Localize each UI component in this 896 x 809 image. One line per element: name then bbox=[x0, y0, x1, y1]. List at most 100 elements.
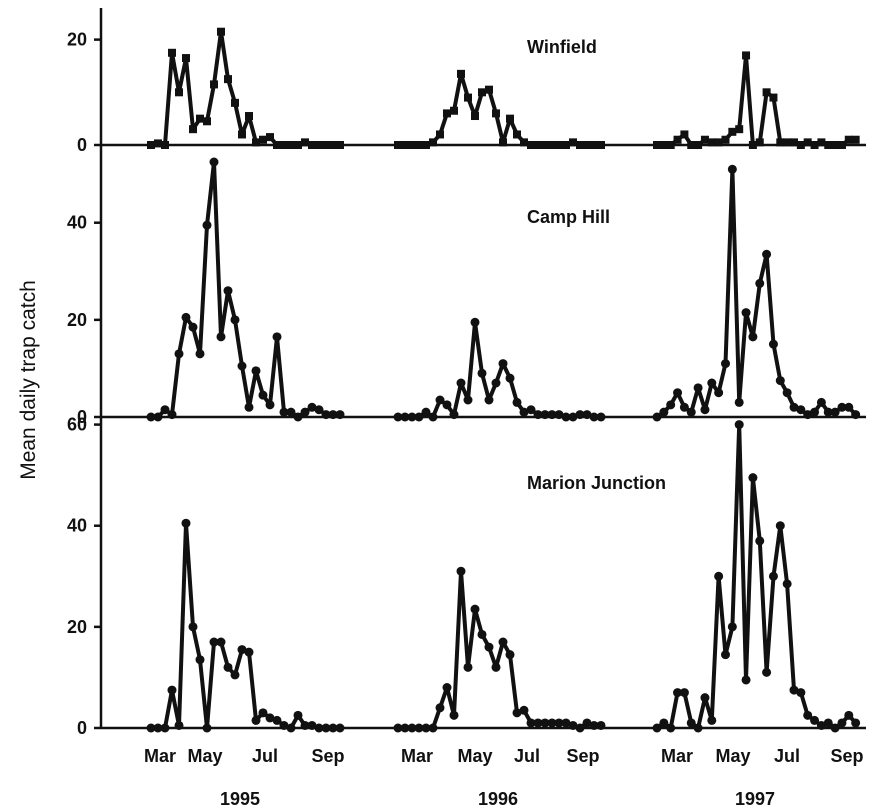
x-axis-labels: Mar May Jul Sep 1995 Mar May Jul Sep 1996 Mar May Ju… bbox=[144, 746, 864, 809]
data-point bbox=[181, 518, 191, 528]
data-point bbox=[470, 317, 480, 327]
data-point bbox=[700, 693, 710, 703]
data-point bbox=[414, 723, 424, 733]
data-point bbox=[435, 703, 445, 713]
data-point bbox=[589, 720, 599, 730]
data-point bbox=[181, 312, 191, 322]
panel-title: Marion Junction bbox=[527, 473, 666, 493]
x-tick-label: Mar bbox=[661, 746, 693, 766]
data-point bbox=[456, 378, 466, 388]
data-point bbox=[810, 715, 820, 725]
data-point bbox=[562, 141, 570, 149]
data-point bbox=[463, 395, 473, 405]
data-point bbox=[707, 715, 717, 725]
panel-camp-hill: 0 20 40 Camp Hill bbox=[67, 157, 866, 427]
data-point bbox=[237, 645, 247, 655]
data-point bbox=[314, 723, 324, 733]
data-point bbox=[789, 402, 799, 412]
data-point bbox=[830, 723, 840, 733]
data-point bbox=[280, 141, 288, 149]
data-point bbox=[336, 141, 344, 149]
data-point bbox=[314, 405, 324, 415]
x-tick-label: May bbox=[187, 746, 222, 766]
data-point bbox=[596, 412, 606, 422]
data-point bbox=[762, 249, 772, 259]
data-point bbox=[237, 361, 247, 371]
data-point bbox=[768, 571, 778, 581]
data-point bbox=[700, 135, 709, 144]
data-point bbox=[506, 114, 514, 123]
data-point bbox=[748, 141, 757, 149]
data-point bbox=[596, 720, 606, 730]
data-point bbox=[259, 135, 267, 144]
data-point bbox=[286, 407, 296, 417]
data-point bbox=[394, 141, 402, 149]
y-tick-label: 0 bbox=[77, 718, 87, 738]
data-point bbox=[464, 93, 472, 102]
data-point bbox=[450, 106, 458, 115]
data-point bbox=[659, 407, 669, 417]
data-point bbox=[823, 718, 833, 728]
data-point bbox=[810, 407, 820, 417]
data-point bbox=[694, 141, 703, 149]
data-point bbox=[783, 138, 792, 147]
data-point bbox=[279, 407, 289, 417]
data-point bbox=[477, 368, 487, 378]
y-axis-label: Mean daily trap catch bbox=[17, 280, 40, 480]
data-point bbox=[659, 718, 669, 728]
data-point bbox=[189, 125, 197, 134]
panel-title: Camp Hill bbox=[527, 207, 610, 227]
data-point bbox=[175, 88, 183, 97]
data-point bbox=[421, 723, 431, 733]
data-point bbox=[286, 723, 296, 733]
data-point bbox=[816, 720, 826, 730]
data-point bbox=[803, 138, 812, 147]
data-point bbox=[329, 141, 337, 149]
data-point bbox=[244, 647, 254, 657]
data-point bbox=[782, 579, 792, 589]
data-point bbox=[844, 135, 853, 144]
data-point bbox=[153, 723, 163, 733]
series-line bbox=[151, 160, 340, 419]
series-1995 bbox=[146, 157, 345, 422]
data-point bbox=[652, 723, 662, 733]
data-point bbox=[484, 642, 494, 652]
data-point bbox=[258, 390, 268, 400]
data-point bbox=[265, 713, 275, 723]
data-point bbox=[258, 708, 268, 718]
data-point bbox=[287, 141, 295, 149]
data-point bbox=[653, 141, 661, 149]
data-point bbox=[590, 141, 598, 149]
data-point bbox=[245, 112, 253, 121]
data-point bbox=[202, 723, 212, 733]
data-point bbox=[231, 98, 239, 107]
data-point bbox=[265, 400, 275, 410]
data-point bbox=[666, 723, 676, 733]
data-point bbox=[755, 278, 765, 288]
data-point bbox=[576, 141, 584, 149]
data-point bbox=[727, 164, 737, 174]
data-point bbox=[734, 397, 744, 407]
data-point bbox=[307, 402, 317, 412]
data-point bbox=[223, 286, 233, 296]
data-point bbox=[456, 566, 466, 576]
data-point bbox=[742, 51, 751, 60]
data-point bbox=[146, 723, 156, 733]
data-point bbox=[534, 141, 542, 149]
data-point bbox=[321, 723, 331, 733]
data-point bbox=[470, 604, 480, 614]
data-point bbox=[485, 85, 493, 94]
data-point bbox=[666, 141, 675, 149]
data-point bbox=[491, 662, 501, 672]
data-point bbox=[741, 675, 751, 685]
data-point bbox=[443, 109, 451, 118]
data-point bbox=[679, 688, 689, 698]
data-point bbox=[790, 138, 798, 147]
data-point bbox=[300, 720, 310, 730]
data-point bbox=[167, 410, 177, 420]
data-point bbox=[714, 571, 724, 581]
data-point bbox=[803, 410, 813, 420]
data-point bbox=[714, 388, 724, 398]
data-point bbox=[519, 705, 529, 715]
data-point bbox=[422, 141, 430, 149]
